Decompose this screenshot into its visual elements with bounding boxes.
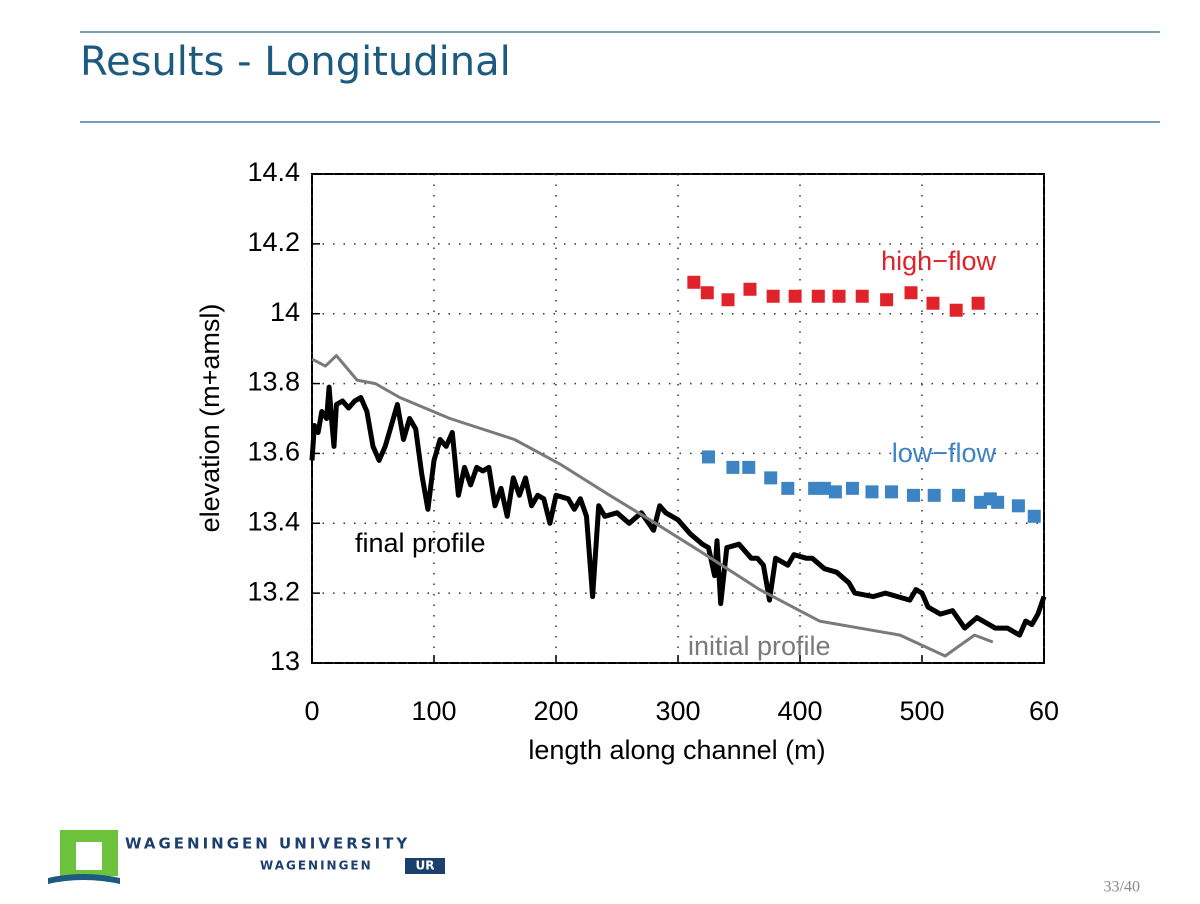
y-tick-label: 13.2 bbox=[247, 576, 300, 606]
marker bbox=[742, 460, 756, 474]
marker bbox=[865, 485, 879, 499]
marker bbox=[927, 488, 941, 502]
marker bbox=[702, 450, 715, 464]
series-line bbox=[309, 384, 1047, 638]
marker bbox=[832, 289, 846, 303]
logo-text: WAGENINGEN UNIVERSITY bbox=[125, 835, 410, 853]
y-tick-label: 13 bbox=[270, 646, 300, 676]
marker bbox=[885, 485, 898, 499]
marker bbox=[726, 460, 740, 474]
x-tick-label: 60 bbox=[1029, 696, 1059, 726]
marker bbox=[845, 481, 859, 495]
y-tick-label: 14.2 bbox=[247, 227, 300, 257]
logo-wave bbox=[48, 874, 120, 884]
marker bbox=[971, 296, 985, 310]
marker bbox=[1011, 499, 1025, 513]
marker bbox=[974, 495, 988, 509]
marker bbox=[788, 289, 802, 303]
marker bbox=[828, 485, 842, 499]
slide-title: Results - Longitudinal bbox=[80, 39, 511, 85]
series-label: high−flow bbox=[881, 246, 996, 276]
x-tick-label: 100 bbox=[411, 696, 456, 726]
y-tick-label: 13.6 bbox=[247, 437, 300, 467]
marker bbox=[700, 286, 714, 300]
x-tick-label: 200 bbox=[533, 696, 578, 726]
marker bbox=[906, 488, 920, 502]
page-number: 33/40 bbox=[1104, 879, 1140, 896]
logo-mark bbox=[76, 842, 102, 870]
y-tick-label: 14 bbox=[270, 297, 300, 327]
y-tick-label: 13.8 bbox=[247, 367, 300, 397]
series-label: final profile bbox=[355, 528, 486, 558]
series-label: low−flow bbox=[892, 438, 997, 468]
x-tick-label: 0 bbox=[304, 696, 319, 726]
marker bbox=[880, 293, 894, 307]
marker bbox=[949, 303, 963, 317]
logo-text: WAGENINGEN bbox=[260, 859, 373, 873]
marker bbox=[743, 282, 757, 296]
marker bbox=[687, 275, 701, 289]
x-axis-label: length along channel (m) bbox=[528, 735, 825, 765]
marker bbox=[926, 296, 940, 310]
x-tick-label: 300 bbox=[655, 696, 700, 726]
marker bbox=[904, 286, 918, 300]
logo-badge bbox=[405, 858, 445, 874]
y-tick-label: 14.4 bbox=[247, 157, 300, 187]
marker bbox=[808, 481, 822, 495]
series-label: initial profile bbox=[688, 631, 831, 661]
y-tick-label: 13.4 bbox=[247, 506, 300, 536]
marker bbox=[811, 289, 825, 303]
marker bbox=[855, 289, 869, 303]
marker bbox=[817, 481, 831, 495]
marker bbox=[781, 481, 795, 495]
marker bbox=[952, 488, 966, 502]
marker bbox=[1027, 509, 1041, 523]
series-line bbox=[311, 354, 994, 658]
y-axis-label: elevation (m+amsl) bbox=[195, 304, 225, 533]
marker bbox=[991, 495, 1005, 509]
logo: WAGENINGEN UNIVERSITY WAGENINGEN UR bbox=[48, 830, 445, 884]
marker bbox=[721, 293, 735, 307]
marker bbox=[764, 471, 778, 485]
marker bbox=[766, 289, 780, 303]
logo-text: UR bbox=[416, 859, 435, 873]
x-tick-label: 500 bbox=[899, 696, 944, 726]
x-tick-label: 400 bbox=[777, 696, 822, 726]
